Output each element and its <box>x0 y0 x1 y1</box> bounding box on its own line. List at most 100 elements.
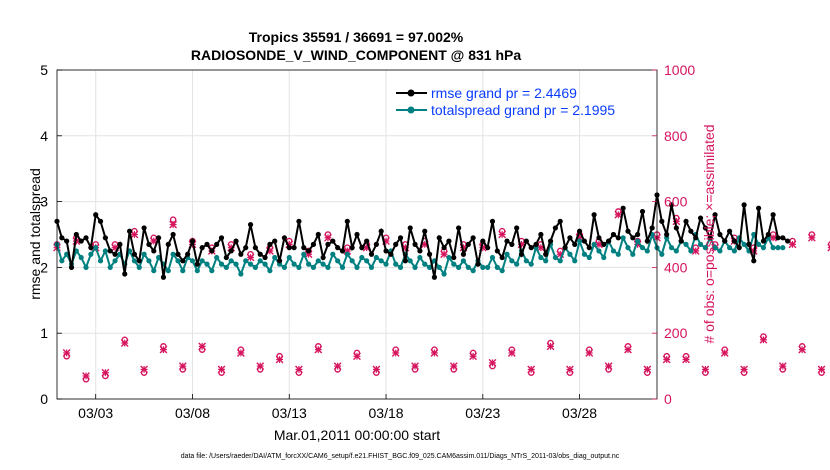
totalspread-series-point <box>102 248 108 254</box>
totalspread-series-point <box>509 258 515 264</box>
rmse-series-point <box>697 215 704 221</box>
rmse-series-point <box>156 235 162 241</box>
rmse-series-point <box>218 235 225 241</box>
rmse-series-point <box>760 238 767 244</box>
totalspread-series-point <box>112 258 118 264</box>
totalspread-series-point <box>194 268 200 274</box>
totalspread-series-point <box>683 241 689 247</box>
totalspread-series-point <box>780 245 786 251</box>
totalspread-series-point <box>228 258 234 264</box>
y-right-tick-label: 400 <box>664 259 688 275</box>
totalspread-series-point <box>281 264 288 270</box>
totalspread-series-point <box>659 251 665 257</box>
rmse-series-point <box>489 218 496 224</box>
totalspread-series-point <box>741 241 747 247</box>
rmse-series-point <box>349 245 355 251</box>
x-tick-label: 03/23 <box>465 405 500 421</box>
rmse-series-point <box>639 208 646 215</box>
rmse-series-point <box>688 228 694 234</box>
obs-assimilated-point <box>469 352 478 361</box>
totalspread-series-point <box>335 258 341 264</box>
totalspread-series-point <box>625 245 631 251</box>
legend-spread-label: totalspread grand pr = 2.1995 <box>431 102 615 118</box>
totalspread-series-point <box>770 245 776 251</box>
obs-assimilated-point <box>614 210 623 219</box>
rmse-series-point <box>422 228 428 234</box>
totalspread-series-point <box>702 245 708 251</box>
rmse-series-point <box>494 248 500 254</box>
obs-assimilated-point <box>759 335 768 344</box>
rmse-series-point <box>325 241 331 247</box>
totalspread-series-point <box>717 248 723 254</box>
totalspread-series-point <box>180 268 186 274</box>
obs-assimilated-point <box>566 365 574 374</box>
obs-assimilated-point <box>130 230 139 239</box>
totalspread-series-point <box>267 268 273 274</box>
rmse-series-point <box>417 248 423 254</box>
rmse-series-point <box>243 245 249 251</box>
obs-assimilated-point <box>498 230 507 239</box>
rmse-series-point <box>301 245 307 251</box>
obs-assimilated-point <box>372 365 381 374</box>
obs-assimilated-point <box>817 365 826 374</box>
totalspread-series-point <box>586 254 592 261</box>
rmse-series-point <box>354 231 360 238</box>
rmse-series-point <box>678 238 684 244</box>
obs-assimilated-point <box>430 349 439 357</box>
rmse-series-point <box>320 254 326 261</box>
rmse-series-point <box>296 218 302 224</box>
rmse-series-point <box>538 231 544 238</box>
y-axis-left-label: rmse and totalspread <box>27 168 43 300</box>
rmse-series-point <box>441 245 447 251</box>
rmse-series-point <box>504 238 510 244</box>
rmse-series-point <box>368 251 375 257</box>
rmse-series-point <box>73 231 79 238</box>
totalspread-series-point <box>485 264 491 270</box>
rmse-series-point <box>68 264 75 270</box>
rmse-series-point <box>393 241 399 247</box>
totalspread-series-point <box>615 251 621 257</box>
x-tick-label: 03/18 <box>369 405 404 421</box>
totalspread-series-point <box>209 268 215 274</box>
rmse-series-point <box>630 235 636 241</box>
rmse-series-point <box>625 228 631 234</box>
rmse-series-point <box>668 202 675 208</box>
rmse-series-point <box>407 225 413 231</box>
x-tick-label: 03/08 <box>175 405 210 421</box>
totalspread-series-point <box>296 264 302 270</box>
totalspread-series-point <box>557 258 563 264</box>
totalspread-series-point <box>189 258 196 264</box>
totalspread-series-point <box>514 261 520 267</box>
rmse-series-point <box>78 238 84 244</box>
y-right-tick-label: 200 <box>664 325 688 341</box>
totalspread-series-point <box>751 231 757 238</box>
obs-assimilated-point <box>827 243 830 252</box>
rmse-series-point <box>785 238 791 244</box>
obs-assimilated-point <box>82 372 90 380</box>
obs-assimilated-point <box>662 355 671 364</box>
totalspread-series-point <box>668 245 675 251</box>
rmse-series-point <box>431 274 438 280</box>
totalspread-series-point <box>320 261 326 267</box>
rmse-series-point <box>141 225 147 231</box>
rmse-series-point <box>717 231 723 238</box>
rmse-series-point <box>83 235 89 241</box>
totalspread-series-point <box>233 261 239 267</box>
rmse-series-point <box>465 241 471 247</box>
obs-assimilated-point <box>256 362 265 370</box>
totalspread-series-point <box>247 261 254 267</box>
totalspread-series-point <box>223 264 229 270</box>
rmse-series-point <box>310 241 317 247</box>
rmse-series-point <box>451 254 457 261</box>
totalspread-series-point <box>301 251 307 257</box>
plot-frame <box>56 69 658 400</box>
totalspread-series-point <box>407 258 413 264</box>
rmse-series-point <box>567 235 573 241</box>
rmse-series-point <box>388 251 394 257</box>
rmse-series-point <box>339 248 346 254</box>
totalspread-series-point <box>238 271 244 277</box>
obs-assimilated-point <box>246 253 255 262</box>
rmse-series-point <box>223 254 229 261</box>
totalspread-series-point <box>712 245 718 251</box>
totalspread-series-point <box>775 245 781 251</box>
